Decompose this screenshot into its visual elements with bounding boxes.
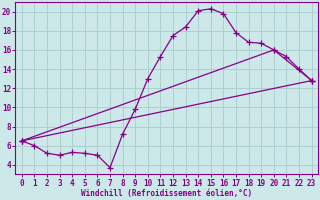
X-axis label: Windchill (Refroidissement éolien,°C): Windchill (Refroidissement éolien,°C) [81,189,252,198]
